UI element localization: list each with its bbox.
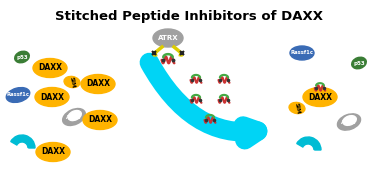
Ellipse shape (83, 111, 117, 129)
Text: Rassf1c: Rassf1c (6, 92, 29, 98)
Ellipse shape (352, 57, 366, 69)
Text: DAXX: DAXX (88, 115, 112, 125)
Text: Mdm2: Mdm2 (12, 149, 30, 153)
Text: Stitched Peptide Inhibitors of DAXX: Stitched Peptide Inhibitors of DAXX (55, 10, 323, 23)
Text: SIM: SIM (68, 76, 76, 88)
Wedge shape (11, 135, 35, 148)
Ellipse shape (63, 108, 85, 125)
Ellipse shape (289, 102, 305, 114)
Ellipse shape (343, 116, 356, 125)
Text: Rassf1c: Rassf1c (291, 50, 313, 56)
Ellipse shape (36, 143, 70, 161)
Wedge shape (297, 137, 321, 150)
Text: p53: p53 (16, 54, 28, 60)
Ellipse shape (33, 59, 67, 77)
Text: SIM: SIM (294, 102, 301, 114)
Text: DAXX: DAXX (38, 64, 62, 73)
Ellipse shape (68, 111, 81, 121)
Text: Mdm2: Mdm2 (298, 150, 316, 156)
Text: DAXX: DAXX (41, 147, 65, 156)
Ellipse shape (338, 114, 361, 130)
Text: p53: p53 (353, 60, 365, 66)
Text: DAXX: DAXX (86, 80, 110, 88)
FancyArrowPatch shape (149, 62, 258, 140)
Ellipse shape (81, 74, 115, 94)
Ellipse shape (35, 88, 69, 106)
Text: ATRX: ATRX (341, 120, 356, 125)
Text: ATRX: ATRX (66, 115, 81, 120)
Text: DAXX: DAXX (308, 92, 332, 101)
Ellipse shape (64, 76, 80, 88)
Ellipse shape (303, 88, 337, 106)
Ellipse shape (15, 51, 29, 63)
Ellipse shape (290, 46, 314, 60)
Text: DAXX: DAXX (40, 92, 64, 101)
Text: ATRX: ATRX (158, 35, 178, 41)
Ellipse shape (153, 29, 183, 47)
Ellipse shape (6, 88, 30, 102)
